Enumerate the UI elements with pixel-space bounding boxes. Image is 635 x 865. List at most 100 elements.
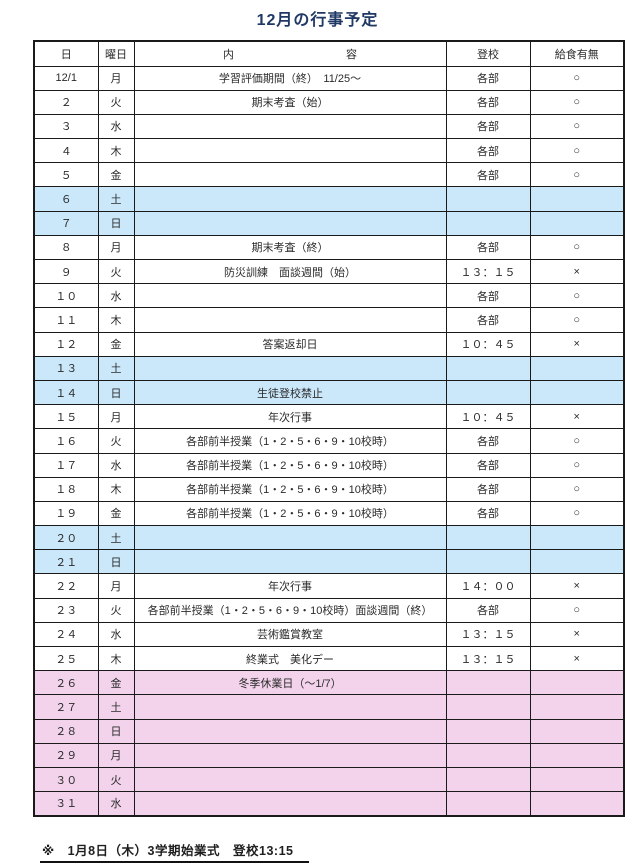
schedule-row: ４ 木 各部 ○ xyxy=(33,138,625,164)
arrival-time-cell xyxy=(445,355,531,381)
schedule-row: ２６ 金 冬季休業日（～1/7） xyxy=(33,670,625,696)
day-cell: ２７ xyxy=(33,694,99,720)
content-cell: 年次行事 xyxy=(133,404,447,430)
arrival-time-cell xyxy=(445,210,531,236)
lunch-status-cell: × xyxy=(529,573,625,599)
arrival-time-cell xyxy=(445,742,531,768)
lunch-status-cell xyxy=(529,718,625,744)
weekday-cell: 水 xyxy=(97,283,135,309)
lunch-status-cell: ○ xyxy=(529,307,625,333)
content-cell xyxy=(133,791,447,817)
arrival-time-cell xyxy=(445,186,531,212)
lunch-status-cell: × xyxy=(529,404,625,430)
lunch-status-cell xyxy=(529,549,625,575)
lunch-status-cell xyxy=(529,525,625,551)
day-cell: ２０ xyxy=(33,525,99,551)
content-cell: 各部前半授業（1・2・5・6・9・10校時）面談週間（終） xyxy=(133,597,447,623)
header-weekday: 曜日 xyxy=(97,40,135,67)
content-cell: 年次行事 xyxy=(133,573,447,599)
day-cell: １７ xyxy=(33,452,99,478)
content-cell: 防災訓練 面談週間（始） xyxy=(133,258,447,285)
lunch-status-cell: ○ xyxy=(529,113,625,140)
arrival-time-cell: 各部 xyxy=(445,283,531,309)
schedule-row: ２３ 火 各部前半授業（1・2・5・6・9・10校時）面談週間（終） 各部 ○ xyxy=(33,597,625,623)
content-cell xyxy=(133,742,447,768)
weekday-cell: 火 xyxy=(97,766,135,793)
weekday-cell: 火 xyxy=(97,258,135,285)
arrival-time-cell: 各部 xyxy=(445,65,531,91)
arrival-time-cell: １３：１５ xyxy=(445,645,531,672)
content-cell: 各部前半授業（1・2・5・6・9・10校時） xyxy=(133,476,447,502)
content-cell: 期末考査（終） xyxy=(133,234,447,261)
weekday-cell: 月 xyxy=(97,65,135,91)
schedule-row: ２ 火 期末考査（始） 各部 ○ xyxy=(33,89,625,115)
day-cell: ２８ xyxy=(33,718,99,744)
content-cell xyxy=(133,766,447,793)
weekday-cell: 木 xyxy=(97,476,135,502)
schedule-row: ２０ 土 xyxy=(33,525,625,551)
arrival-time-cell: １４：００ xyxy=(445,573,531,599)
header-content: 内 容 xyxy=(133,40,447,67)
arrival-time-cell: 各部 xyxy=(445,162,531,188)
arrival-time-cell: 各部 xyxy=(445,452,531,478)
weekday-cell: 月 xyxy=(97,234,135,261)
schedule-row: １７ 水 各部前半授業（1・2・5・6・9・10校時） 各部 ○ xyxy=(33,452,625,478)
day-cell: ３０ xyxy=(33,766,99,793)
weekday-cell: 木 xyxy=(97,307,135,333)
lunch-status-cell xyxy=(529,210,625,236)
day-cell: ２４ xyxy=(33,621,99,648)
weekday-cell: 金 xyxy=(97,500,135,527)
schedule-row: ２４ 水 芸術鑑賞教室 １３：１５ × xyxy=(33,621,625,648)
arrival-time-cell xyxy=(445,525,531,551)
schedule-row: ３ 水 各部 ○ xyxy=(33,113,625,140)
schedule-row: ７ 日 xyxy=(33,210,625,236)
lunch-status-cell: × xyxy=(529,621,625,648)
day-cell: ８ xyxy=(33,234,99,261)
weekday-cell: 日 xyxy=(97,549,135,575)
header-content-left: 内 xyxy=(223,48,234,61)
footnote: ※ 1月8日（木）3学期始業式 登校13:15 xyxy=(40,840,310,863)
content-cell xyxy=(133,162,447,188)
schedule-table: 日 曜日 内 容 登校 給食有無 12/1 月 学習評価期間（終） 11/25～… xyxy=(33,40,625,817)
schedule-row: １２ 金 答案返却日 １０：４５ × xyxy=(33,331,625,357)
weekday-cell: 日 xyxy=(97,210,135,236)
weekday-cell: 木 xyxy=(97,645,135,672)
day-cell: ４ xyxy=(33,138,99,164)
day-cell: ６ xyxy=(33,186,99,212)
day-cell: １９ xyxy=(33,500,99,527)
schedule-row: ２１ 日 xyxy=(33,549,625,575)
schedule-row: ２９ 月 xyxy=(33,742,625,768)
arrival-time-cell xyxy=(445,379,531,406)
weekday-cell: 月 xyxy=(97,742,135,768)
weekday-cell: 日 xyxy=(97,718,135,744)
weekday-cell: 水 xyxy=(97,791,135,817)
content-cell xyxy=(133,186,447,212)
lunch-status-cell xyxy=(529,670,625,696)
arrival-time-cell xyxy=(445,791,531,817)
arrival-time-cell: １０：４５ xyxy=(445,331,531,357)
content-cell xyxy=(133,113,447,140)
day-cell: ３１ xyxy=(33,791,99,817)
weekday-cell: 土 xyxy=(97,694,135,720)
arrival-time-cell xyxy=(445,718,531,744)
day-cell: ２９ xyxy=(33,742,99,768)
content-cell: 冬季休業日（～1/7） xyxy=(133,670,447,696)
lunch-status-cell: ○ xyxy=(529,428,625,454)
content-cell: 各部前半授業（1・2・5・6・9・10校時） xyxy=(133,452,447,478)
day-cell: ２３ xyxy=(33,597,99,623)
weekday-cell: 金 xyxy=(97,331,135,357)
day-cell: ２２ xyxy=(33,573,99,599)
weekday-cell: 月 xyxy=(97,573,135,599)
arrival-time-cell: 各部 xyxy=(445,428,531,454)
lunch-status-cell: ○ xyxy=(529,65,625,91)
lunch-status-cell xyxy=(529,742,625,768)
lunch-status-cell xyxy=(529,379,625,406)
content-cell xyxy=(133,718,447,744)
schedule-row: １１ 木 各部 ○ xyxy=(33,307,625,333)
arrival-time-cell: 各部 xyxy=(445,597,531,623)
weekday-cell: 土 xyxy=(97,186,135,212)
lunch-status-cell xyxy=(529,355,625,381)
weekday-cell: 火 xyxy=(97,89,135,115)
day-cell: ２６ xyxy=(33,670,99,696)
